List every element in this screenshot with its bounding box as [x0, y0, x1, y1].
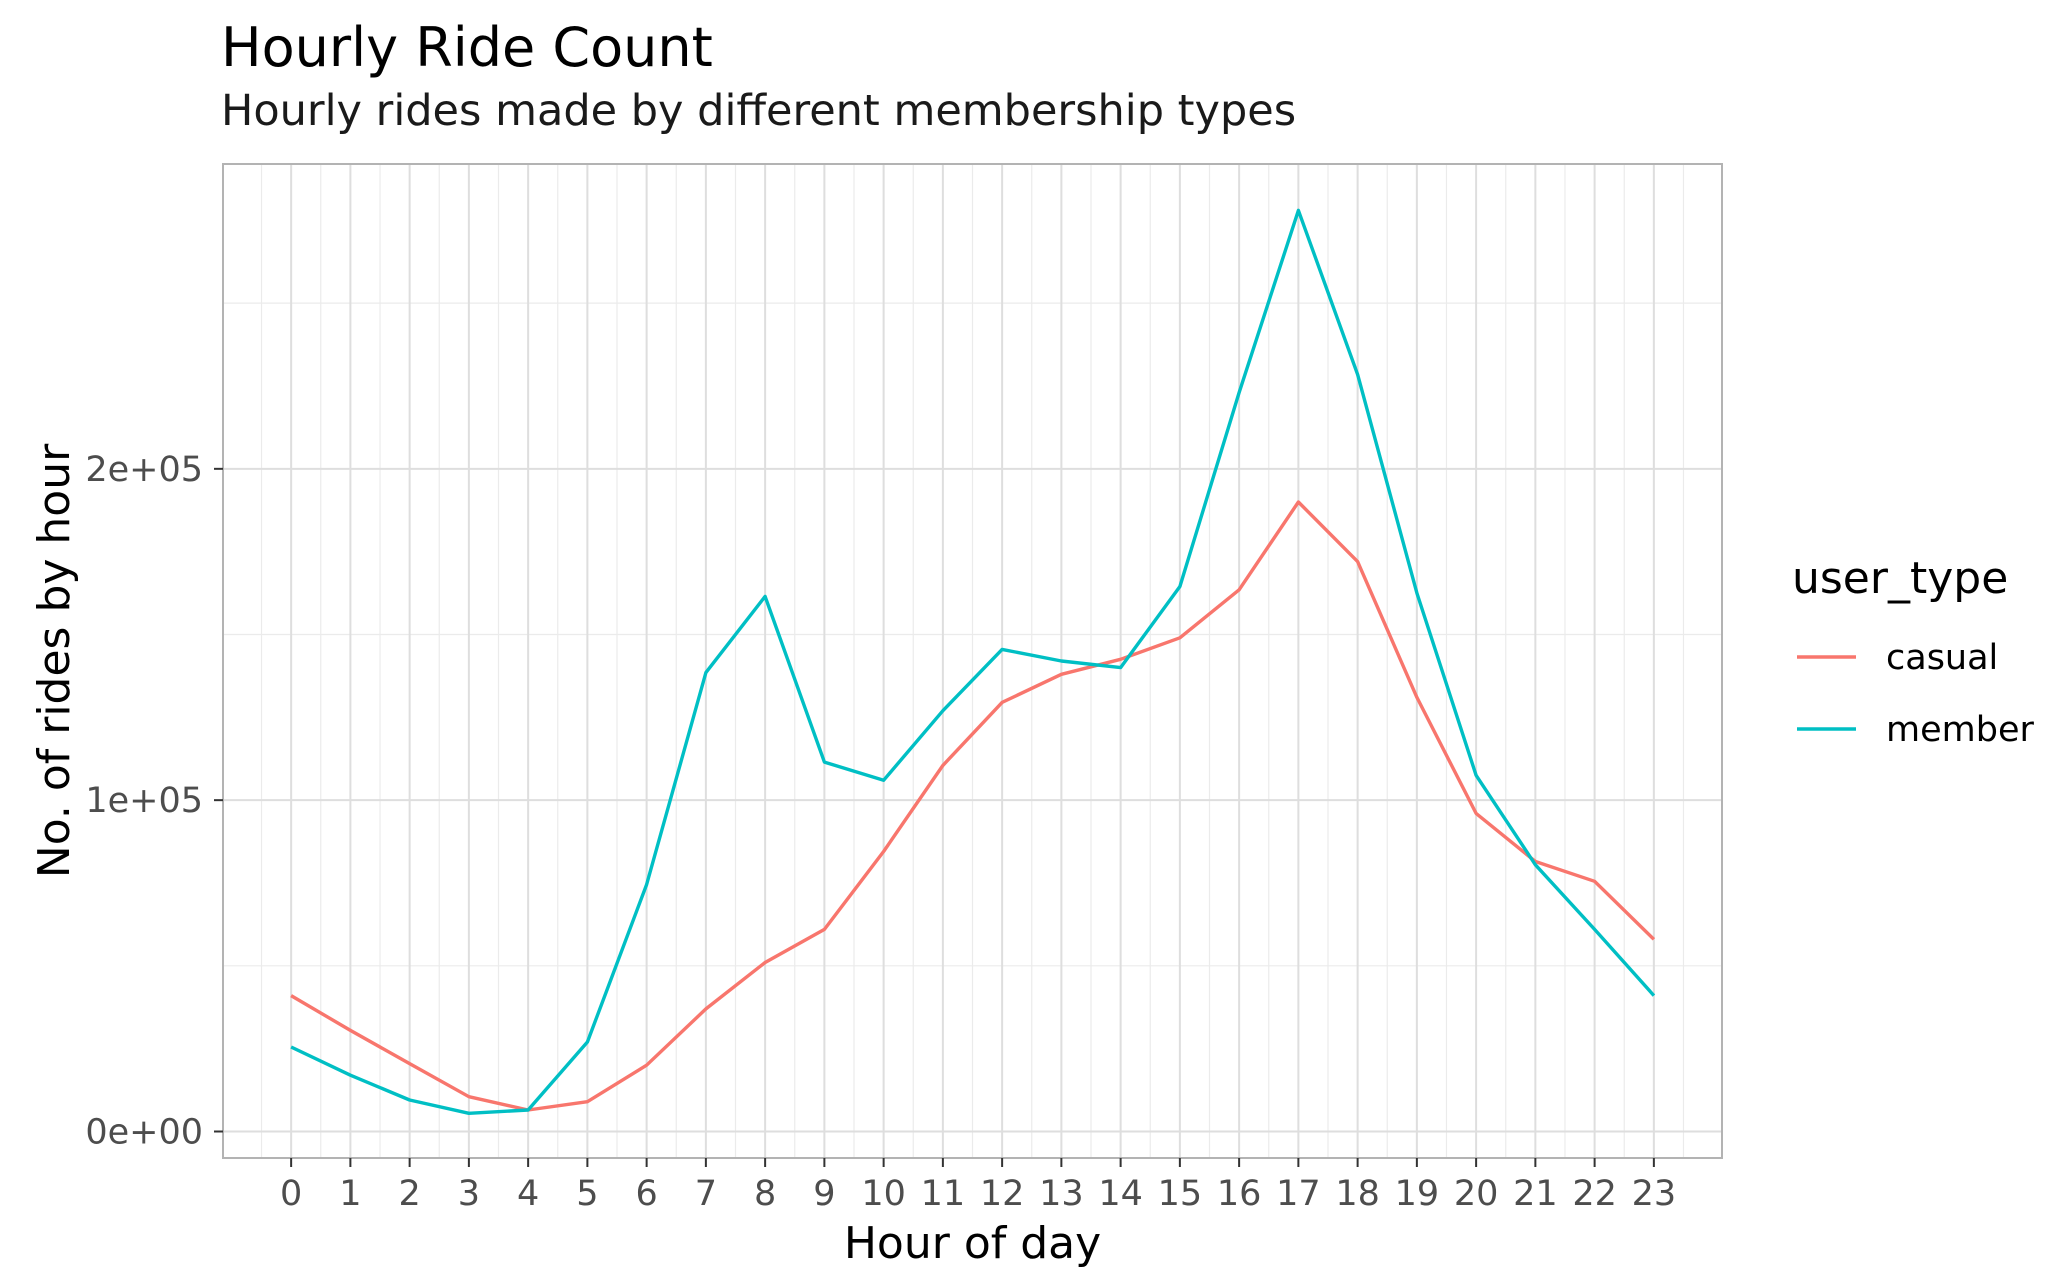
x-tick-label: 2 — [398, 1174, 420, 1214]
legend-title: user_type — [1792, 553, 2008, 604]
x-tick-label: 5 — [576, 1174, 598, 1214]
x-tick-label: 9 — [813, 1174, 835, 1214]
x-tick-label: 3 — [458, 1174, 480, 1214]
x-tick-label: 0 — [280, 1174, 302, 1214]
minor-gridlines — [223, 164, 1722, 1158]
x-tick-label: 4 — [517, 1174, 539, 1214]
y-tick-label: 1e+05 — [85, 781, 203, 821]
x-tick-label: 18 — [1335, 1174, 1380, 1214]
series-line-casual — [290, 500, 1656, 1112]
x-tick-label: 15 — [1158, 1174, 1203, 1214]
x-tick-label: 10 — [861, 1174, 906, 1214]
legend: user_type casual member — [1792, 553, 2034, 750]
x-tick-label: 14 — [1098, 1174, 1143, 1214]
x-tick-label: 6 — [635, 1174, 657, 1214]
chart-subtitle: Hourly rides made by different membershi… — [221, 86, 1297, 136]
x-tick-label: 17 — [1276, 1174, 1321, 1214]
x-tick-label: 23 — [1632, 1174, 1677, 1214]
plot-panel-border — [222, 163, 1723, 1159]
y-tick-label: 2e+05 — [85, 450, 203, 490]
x-tick-label: 21 — [1513, 1174, 1558, 1214]
y-axis-ticks: 0e+00 1e+05 2e+05 — [85, 450, 223, 1152]
x-tick-label: 13 — [1039, 1174, 1084, 1214]
y-axis-label: No. of rides by hour — [29, 443, 80, 878]
x-tick-label: 11 — [921, 1174, 966, 1214]
legend-label-casual: casual — [1886, 638, 1998, 678]
x-tick-label: 20 — [1454, 1174, 1499, 1214]
x-tick-label: 1 — [339, 1174, 361, 1214]
x-tick-label: 12 — [980, 1174, 1025, 1214]
y-tick-label: 0e+00 — [85, 1112, 203, 1152]
chart-title: Hourly Ride Count — [221, 16, 713, 79]
x-tick-label: 22 — [1572, 1174, 1617, 1214]
series-line-member — [290, 208, 1656, 1116]
legend-label-member: member — [1886, 710, 2034, 750]
series-lines — [290, 208, 1656, 1116]
x-tick-label: 19 — [1395, 1174, 1440, 1214]
x-axis-label: Hour of day — [844, 1218, 1101, 1269]
x-tick-label: 8 — [754, 1174, 776, 1214]
x-tick-label: 7 — [695, 1174, 717, 1214]
legend-items: casual member — [1797, 638, 2034, 750]
major-gridlines — [223, 164, 1722, 1158]
x-axis-ticks: 0 1 2 3 4 5 6 7 8 9 10 11 12 13 14 15 16 17 18 19 20 21 22 23 — [280, 1158, 1676, 1214]
x-tick-label: 16 — [1217, 1174, 1262, 1214]
